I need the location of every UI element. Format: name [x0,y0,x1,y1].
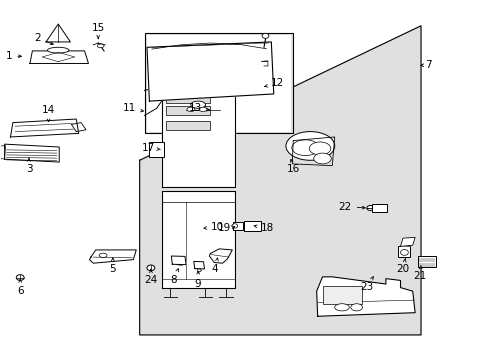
Polygon shape [30,51,88,63]
Text: 19: 19 [217,224,234,233]
Polygon shape [10,119,79,137]
Text: 17: 17 [141,143,160,153]
Ellipse shape [190,101,205,108]
Ellipse shape [197,269,201,272]
Ellipse shape [147,265,155,271]
Ellipse shape [291,140,319,156]
Polygon shape [46,24,70,42]
Ellipse shape [334,304,348,311]
Polygon shape [71,123,86,132]
Bar [144,33,293,134]
Polygon shape [161,80,234,187]
Bar [149,142,163,157]
Text: 18: 18 [254,224,273,233]
Polygon shape [161,192,234,288]
Text: 20: 20 [396,259,408,274]
Text: 3: 3 [25,158,32,174]
Bar [232,222,242,230]
Text: 16: 16 [286,159,299,174]
Bar [243,221,260,231]
Text: 22: 22 [338,202,365,212]
Text: 21: 21 [412,266,426,282]
Ellipse shape [262,33,268,39]
Bar [322,286,361,304]
Ellipse shape [313,153,330,164]
Ellipse shape [309,142,330,155]
Ellipse shape [285,132,334,160]
Polygon shape [400,237,414,246]
Text: 9: 9 [194,271,201,289]
Ellipse shape [231,224,237,228]
Text: 11: 11 [123,103,143,113]
Polygon shape [0,145,5,159]
Text: 13: 13 [188,103,209,113]
Text: 10: 10 [203,222,223,231]
Ellipse shape [199,107,206,112]
Text: 24: 24 [144,269,157,285]
Bar [166,121,210,130]
Polygon shape [89,250,136,263]
Text: 1: 1 [5,51,21,61]
Text: 6: 6 [17,279,23,296]
Ellipse shape [47,47,69,53]
Text: 2: 2 [34,33,53,45]
Polygon shape [171,256,185,265]
Polygon shape [4,144,59,162]
Text: 4: 4 [211,258,218,274]
Bar [166,107,210,116]
Bar [166,94,210,103]
Ellipse shape [97,44,104,48]
Polygon shape [147,42,273,101]
Polygon shape [42,52,75,62]
Text: 12: 12 [264,78,283,88]
Polygon shape [316,277,414,316]
Polygon shape [140,26,420,335]
Text: 8: 8 [170,269,178,285]
Ellipse shape [186,107,194,112]
Text: 7: 7 [420,60,430,70]
Text: 5: 5 [109,258,116,274]
Ellipse shape [350,304,362,311]
Text: 23: 23 [359,277,372,292]
Polygon shape [193,261,204,269]
Bar [417,256,435,267]
Ellipse shape [400,249,407,255]
Bar [397,246,409,257]
Ellipse shape [99,253,107,257]
Ellipse shape [16,275,24,280]
Text: 14: 14 [42,105,55,122]
Polygon shape [209,249,232,263]
Text: 15: 15 [91,23,104,39]
Ellipse shape [366,206,373,211]
Bar [371,204,386,212]
Bar [147,35,290,132]
